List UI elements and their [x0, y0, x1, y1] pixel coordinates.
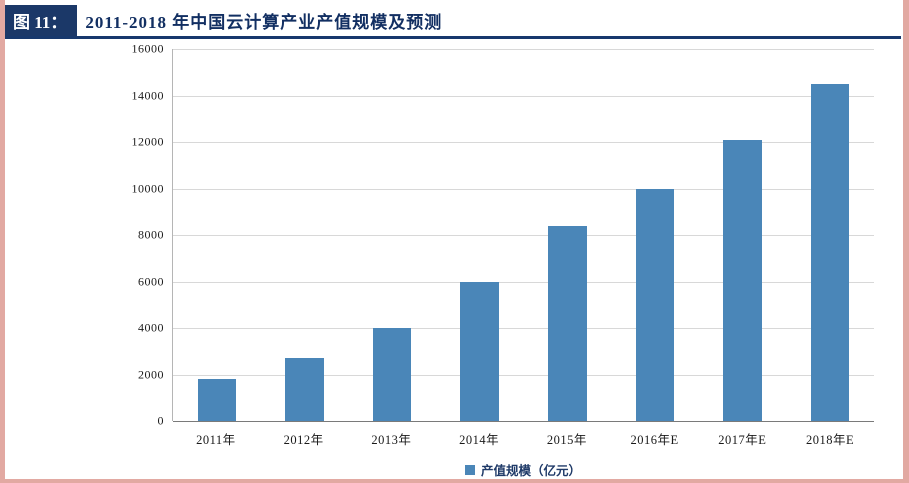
plot-area [172, 49, 874, 422]
bar-slot [786, 49, 874, 421]
y-tick-label: 8000 [138, 227, 164, 242]
gridline [173, 49, 874, 50]
chart-grid: 0 2000 4000 6000 8000 10000 12000 14000 16000 [100, 42, 874, 428]
gridline [173, 374, 874, 376]
y-tick-label: 0 [157, 413, 164, 428]
bar-2017年E [723, 139, 762, 421]
bar-chart: 0 2000 4000 6000 8000 10000 12000 14000 16000 20… [100, 42, 874, 479]
gridline [173, 235, 874, 236]
gridline [173, 328, 874, 329]
x-tick-label: 2012年 [283, 433, 324, 447]
x-axis-labels: 2011年 2012年 2013年 2014年 2015年 2016年E 2017年E 201… [172, 421, 874, 448]
legend-swatch [464, 464, 475, 475]
bar-2018年E [810, 83, 850, 421]
figure-number-label: 图 11： [5, 5, 78, 36]
bar-slot [173, 49, 261, 421]
bar-2012年 [285, 358, 324, 421]
x-tick-label: 2018年E [806, 433, 855, 447]
x-axis-line [173, 421, 874, 422]
bar-slot [348, 49, 436, 421]
y-tick-label: 10000 [131, 181, 164, 195]
bar-2015年 [548, 225, 587, 421]
bar-slot [524, 49, 612, 421]
legend-label: 产值规模（亿元） [480, 464, 581, 478]
x-tick-label: 2017年E [718, 433, 767, 447]
bar-2013年 [372, 328, 412, 421]
x-tick-label: 2011年 [196, 433, 236, 447]
y-tick-label: 16000 [131, 41, 164, 56]
gridline [173, 142, 874, 143]
bar-2016年E [635, 188, 675, 421]
figure-title: 2011-2018 年中国云计算产业产值规模及预测 [85, 13, 443, 32]
bar-slot [261, 49, 349, 421]
y-axis-labels: 0 2000 4000 6000 8000 10000 12000 14000 16000 [100, 42, 172, 428]
bar-2011年 [197, 379, 237, 421]
y-tick-label: 12000 [131, 134, 164, 149]
x-tick-label: 2016年E [630, 433, 679, 447]
gridline [173, 95, 874, 97]
bar-slot [436, 49, 524, 421]
bar-slot [611, 49, 699, 421]
y-tick-label: 14000 [131, 88, 164, 102]
y-tick-label: 2000 [138, 367, 164, 381]
gridline [173, 281, 874, 283]
x-tick-label: 2015年 [546, 433, 587, 447]
bar-slot [699, 49, 787, 421]
figure-header: 图 11： 2011-2018 年中国云计算产业产值规模及预测 [5, 5, 901, 39]
bars [173, 49, 874, 421]
x-tick-label: 2013年 [371, 433, 412, 447]
bar-2014年 [460, 281, 499, 421]
x-tick-label: 2014年 [459, 433, 500, 447]
gridline [173, 188, 874, 190]
y-tick-label: 4000 [138, 320, 164, 335]
y-tick-label: 6000 [138, 274, 164, 288]
legend: 产值规模（亿元） [172, 460, 874, 479]
